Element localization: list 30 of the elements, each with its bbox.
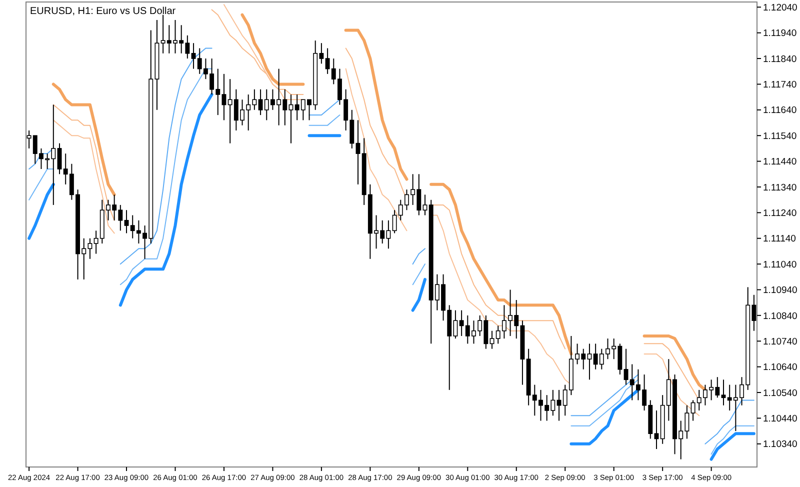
y-tick-label: 1.12040 (763, 2, 798, 14)
candlestick (222, 73, 226, 121)
y-tick-label: 1.10740 (763, 336, 798, 348)
candlestick (288, 94, 294, 144)
candlestick (124, 210, 129, 234)
y-tick-label: 1.11440 (763, 156, 797, 168)
candlestick (422, 194, 428, 216)
y-tick-label: 1.10440 (763, 414, 798, 425)
candlestick (654, 410, 659, 450)
y-tick-label: 1.11340 (763, 182, 797, 194)
y-tick-label: 1.10540 (763, 388, 798, 399)
y-tick-label: 1.11540 (763, 130, 797, 142)
candlestick (490, 330, 494, 350)
y-tick-label: 1.11640 (763, 105, 797, 116)
chart-title: EURUSD, H1: Euro vs US Dollar (30, 6, 176, 17)
y-tick-label: 1.10640 (763, 362, 798, 374)
candlestick (721, 379, 726, 406)
y-tick-label: 1.11140 (763, 234, 796, 245)
y-tick-label: 1.11840 (763, 54, 797, 65)
candlestick (356, 120, 360, 185)
candlestick (57, 142, 62, 175)
y-tick-label: 1.11040 (763, 259, 797, 270)
y-tick-label: 1.11740 (763, 80, 797, 91)
y-tick-label: 1.10940 (763, 285, 798, 296)
candlestick (587, 343, 592, 380)
y-tick-label: 1.11940 (763, 28, 797, 40)
y-tick-label: 1.11240 (763, 208, 797, 219)
y-tick-label: 1.10340 (763, 439, 798, 450)
candlestick (191, 42, 196, 70)
y-tick-label: 1.10840 (763, 310, 798, 322)
